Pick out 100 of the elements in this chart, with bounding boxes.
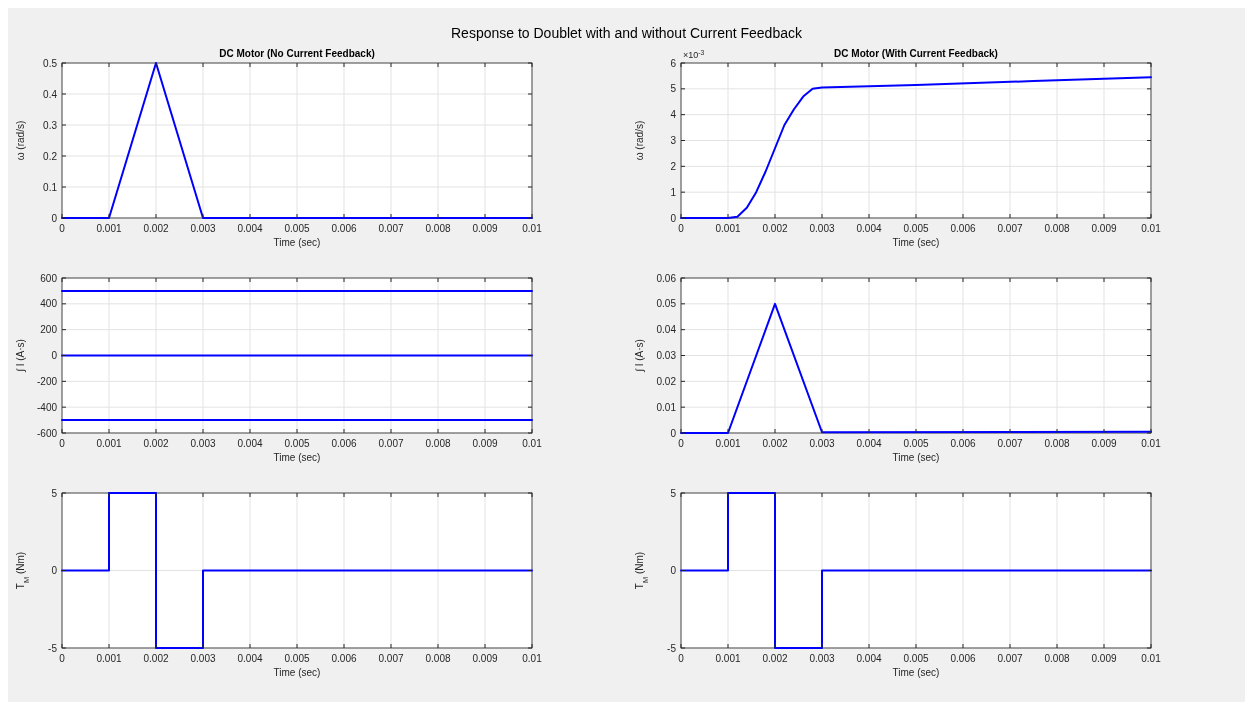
x-tick-label: 0.01 (1141, 653, 1162, 664)
x-tick-label: 0.01 (1141, 438, 1162, 449)
x-tick-label: 0.007 (378, 223, 404, 234)
x-tick-label: 0 (678, 653, 685, 664)
x-tick-label: 0.009 (472, 223, 498, 234)
x-tick-label: 0.001 (96, 653, 122, 664)
x-tick-label: 0.007 (997, 223, 1023, 234)
y-tick-label: 400 (40, 298, 58, 310)
x-tick-label: 0.005 (903, 438, 929, 449)
y-axis-title: ω (rad/s) (634, 120, 645, 161)
x-tick-label: 0.004 (856, 653, 882, 664)
y-tick-label: 0.02 (656, 375, 677, 387)
y-tick-label: 0.1 (43, 181, 58, 193)
x-tick-label: 0.006 (950, 223, 976, 234)
x-tick-label: 0 (678, 438, 685, 449)
x-tick-label: 0.005 (284, 653, 310, 664)
x-tick-label: 0.001 (96, 438, 122, 449)
x-tick-label: 0.001 (96, 223, 122, 234)
x-tick-label: 0.009 (472, 653, 498, 664)
x-tick-label: 0.002 (762, 653, 788, 664)
y-tick-label: 0 (51, 212, 58, 224)
x-tick-label: 0.002 (762, 438, 788, 449)
x-axis-title: Time (sec) (892, 237, 940, 248)
y-tick-label: 0 (51, 350, 58, 361)
y-tick-label: -5 (48, 642, 58, 654)
y-tick-label: 200 (40, 324, 58, 336)
y-axis-title: ∫ I (A·s) (634, 339, 645, 373)
y-tick-label: 5 (670, 487, 677, 499)
x-tick-label: 0.009 (1091, 223, 1117, 234)
x-tick-label: 0.009 (1091, 438, 1117, 449)
x-tick-label: 0.009 (1091, 653, 1117, 664)
x-tick-label: 0.01 (522, 653, 543, 664)
y-axis-title: ω (rad/s) (15, 120, 26, 161)
x-tick-label: 0.009 (472, 438, 498, 449)
x-tick-label: 0.006 (331, 438, 357, 449)
text: Response to Doublet with and without Current Feedback (451, 25, 803, 41)
x-tick-label: 0.007 (378, 653, 404, 664)
text: ×10$^{-3}$ (683, 48, 705, 60)
x-tick-label: 0.003 (809, 438, 835, 449)
x-tick-label: 0.008 (425, 438, 451, 449)
x-tick-label: 0.004 (856, 438, 882, 449)
x-tick-label: 0.007 (997, 653, 1023, 664)
x-tick-label: 0 (678, 223, 685, 234)
y-tick-label: -5 (667, 642, 677, 654)
y-tick-label: 0.5 (43, 57, 58, 69)
x-tick-label: 0.01 (1141, 223, 1162, 234)
y-tick-label: 0 (670, 212, 677, 224)
y-tick-label: 0 (670, 565, 677, 576)
y-tick-label: 0.06 (656, 272, 677, 284)
x-tick-label: 0.008 (1044, 223, 1070, 234)
x-tick-label: 0.003 (190, 223, 216, 234)
x-tick-label: 0.005 (903, 653, 929, 664)
x-tick-label: 0.003 (809, 223, 835, 234)
x-tick-label: 0.005 (284, 223, 310, 234)
x-tick-label: 0.005 (284, 438, 310, 449)
x-tick-label: 0.002 (143, 438, 169, 449)
x-tick-label: 0.007 (378, 438, 404, 449)
y-tick-label: 6 (670, 57, 677, 69)
y-tick-label: 0 (670, 427, 677, 439)
x-tick-label: 0.004 (237, 438, 263, 449)
chart-subtitle: DC Motor (No Current Feedback) (219, 48, 375, 59)
x-tick-label: 0.001 (715, 223, 741, 234)
y-tick-label: 5 (51, 487, 58, 499)
x-tick-label: 0.003 (190, 438, 216, 449)
x-tick-label: 0.005 (903, 223, 929, 234)
x-tick-label: 0.008 (1044, 438, 1070, 449)
y-tick-label: 4 (670, 109, 677, 121)
x-tick-label: 0.008 (425, 223, 451, 234)
chart-subtitle: DC Motor (With Current Feedback) (834, 48, 998, 59)
x-axis-title: Time (sec) (892, 667, 940, 678)
y-tick-label: -400 (36, 401, 58, 413)
x-axis-title: Time (sec) (273, 237, 321, 248)
y-tick-label: 0.01 (656, 401, 677, 413)
x-tick-label: 0.003 (190, 653, 216, 664)
y-tick-label: 1 (670, 186, 677, 198)
x-tick-label: 0 (59, 223, 66, 234)
y-tick-label: -200 (36, 375, 58, 387)
y-tick-label: 3 (670, 135, 677, 146)
y-tick-label: 5 (670, 83, 677, 95)
x-tick-label: 0.008 (425, 653, 451, 664)
x-tick-label: 0.001 (715, 438, 741, 449)
x-tick-label: 0.006 (331, 653, 357, 664)
y-tick-label: 0 (51, 565, 58, 576)
x-tick-label: 0 (59, 653, 66, 664)
x-tick-label: 0.004 (856, 223, 882, 234)
x-tick-label: 0.01 (522, 438, 543, 449)
x-tick-label: 0.002 (143, 653, 169, 664)
y-tick-label: 0.3 (43, 119, 58, 131)
x-tick-label: 0.001 (715, 653, 741, 664)
x-tick-label: 0.006 (331, 223, 357, 234)
x-tick-label: 0.002 (762, 223, 788, 234)
y-axis-title: ∫ I (A·s) (15, 339, 26, 373)
x-tick-label: 0.004 (237, 223, 263, 234)
y-tick-label: 0.04 (656, 324, 677, 336)
x-axis-title: Time (sec) (273, 452, 321, 463)
y-tick-label: 0.4 (43, 88, 58, 100)
x-tick-label: 0.004 (237, 653, 263, 664)
y-tick-label: 600 (40, 272, 58, 284)
y-tick-label: 2 (670, 160, 677, 172)
x-tick-label: 0.006 (950, 653, 976, 664)
